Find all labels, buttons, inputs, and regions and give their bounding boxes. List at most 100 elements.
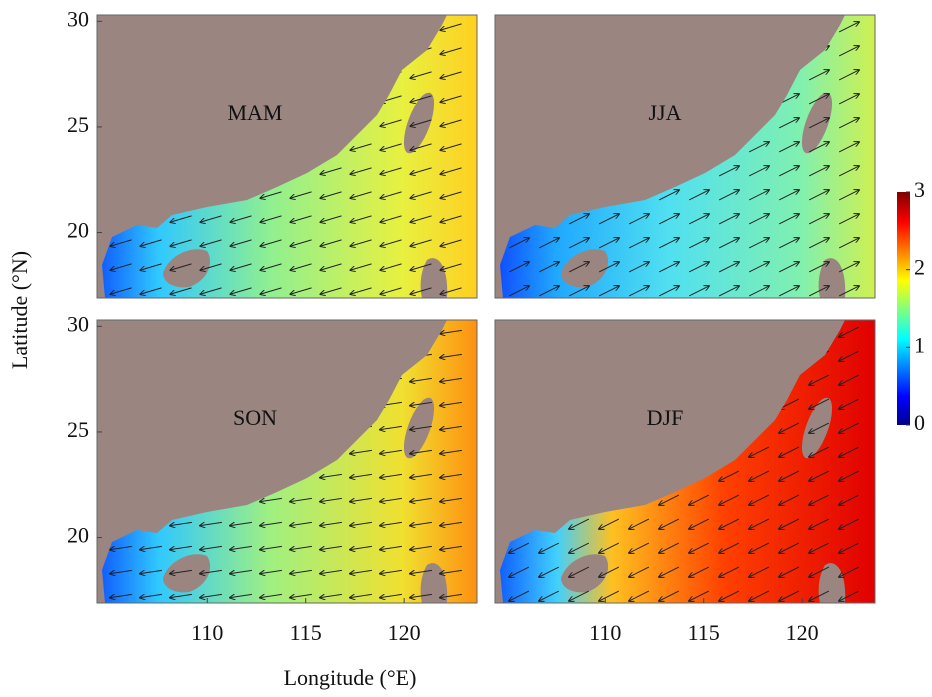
wind-arrow xyxy=(350,167,372,174)
wind-arrow xyxy=(320,215,342,222)
wind-arrow xyxy=(200,215,222,222)
wind-arrow xyxy=(440,545,462,549)
wind-arrow xyxy=(839,566,860,577)
wind-arrow xyxy=(320,473,342,477)
wind-arrow xyxy=(230,287,252,294)
wind-arrow xyxy=(410,287,432,294)
wind-arrow xyxy=(410,239,432,246)
wind-arrow xyxy=(688,262,709,273)
wind-arrow xyxy=(838,262,859,273)
wind-arrow xyxy=(809,542,830,553)
wind-arrow xyxy=(380,569,402,573)
panel-title: JJA xyxy=(648,100,681,125)
wind-arrow xyxy=(839,350,860,361)
wind-arrow xyxy=(230,593,252,597)
wind-arrow xyxy=(838,94,859,105)
wind-arrow xyxy=(200,545,222,549)
wind-arrow xyxy=(260,593,282,597)
wind-arrow xyxy=(659,542,680,553)
hainan-island xyxy=(163,249,211,288)
wind-arrow xyxy=(410,473,432,477)
wind-arrow xyxy=(779,494,800,505)
wind-arrow xyxy=(260,263,282,270)
wind-arrow xyxy=(539,566,560,577)
wind-arrow xyxy=(719,590,740,601)
wind-arrow xyxy=(410,449,432,453)
wind-arrow xyxy=(808,262,829,273)
wind-arrow xyxy=(599,542,620,553)
y-tick-label: 30 xyxy=(67,6,89,31)
panel-frame xyxy=(494,14,876,299)
taiwan-island xyxy=(801,92,833,154)
wind-arrow xyxy=(509,566,530,577)
colorbar-tick-label: 2 xyxy=(914,255,925,280)
wind-arrow xyxy=(749,542,770,553)
wind-arrow xyxy=(748,214,769,225)
wind-arrow xyxy=(538,286,559,297)
wind-arrow xyxy=(598,214,619,225)
colorbar-tick-label: 3 xyxy=(914,177,925,202)
wind-arrow xyxy=(839,446,860,457)
wind-arrow xyxy=(290,191,312,198)
wind-arrow xyxy=(809,470,830,481)
wind-arrow xyxy=(688,238,709,249)
wind-arrow xyxy=(350,569,372,573)
wind-arrow xyxy=(748,238,769,249)
wind-arrow xyxy=(230,521,252,525)
taiwan-island xyxy=(801,397,833,459)
wind-arrow xyxy=(440,95,462,102)
wind-arrow xyxy=(440,215,462,222)
wind-arrow xyxy=(718,286,739,297)
wind-arrow xyxy=(410,425,432,429)
wind-arrow xyxy=(689,494,710,505)
wind-arrow xyxy=(380,449,402,453)
wind-arrow xyxy=(170,215,192,222)
wind-arrow xyxy=(410,95,432,102)
wind-arrow xyxy=(508,286,529,297)
wind-arrow xyxy=(350,215,372,222)
wind-arrow xyxy=(110,239,132,246)
wind-arrow xyxy=(260,239,282,246)
wind-arrow xyxy=(230,263,252,270)
wind-arrow xyxy=(410,377,432,381)
map-panel: DJF 110 115 120 xyxy=(494,319,876,645)
wind-arrow xyxy=(599,566,620,577)
wind-arrow xyxy=(410,167,432,174)
wind-arrow xyxy=(719,494,740,505)
wind-arrow xyxy=(749,446,770,457)
wind-arrow xyxy=(779,422,800,433)
wind-arrow xyxy=(838,22,859,33)
wind-arrow xyxy=(110,593,132,597)
wind-arrow xyxy=(778,190,799,201)
y-tick-label: 20 xyxy=(67,218,89,243)
wind-arrow xyxy=(568,262,589,273)
wind-arrow xyxy=(839,374,860,385)
wind-arrow xyxy=(808,286,829,297)
wind-arrow xyxy=(808,214,829,225)
wind-arrow xyxy=(748,142,769,153)
wind-arrow xyxy=(569,566,590,577)
wind-arrow xyxy=(380,593,402,597)
wind-arrow xyxy=(260,569,282,573)
wind-arrow xyxy=(440,167,462,174)
wind-arrow xyxy=(170,593,192,597)
y-tick-label: 25 xyxy=(67,112,89,137)
wind-arrow xyxy=(200,287,222,294)
wind-arrow xyxy=(410,593,432,597)
wind-arrow xyxy=(719,518,740,529)
wind-arrow xyxy=(440,71,462,78)
wind-arrow xyxy=(170,521,192,525)
wind-arrow xyxy=(440,569,462,573)
wind-arrow xyxy=(809,590,830,601)
wind-arrow xyxy=(170,239,192,246)
wind-arrow xyxy=(260,497,282,501)
wind-arrow xyxy=(320,167,342,174)
wind-arrow xyxy=(380,119,402,126)
x-tick-label: 110 xyxy=(191,620,223,645)
wind-arrow xyxy=(569,518,590,529)
wind-arrow xyxy=(599,518,620,529)
wind-arrow xyxy=(290,287,312,294)
wind-arrow xyxy=(749,590,770,601)
y-tick-label: 30 xyxy=(67,311,89,336)
